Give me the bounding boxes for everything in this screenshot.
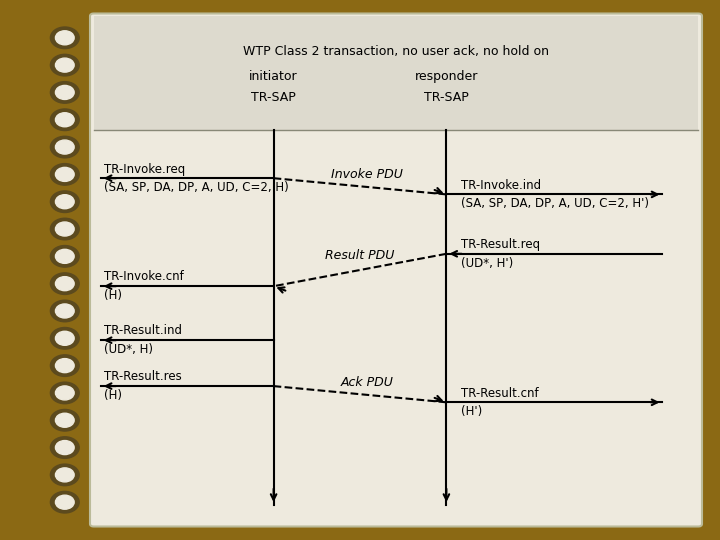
- Circle shape: [50, 491, 79, 513]
- Text: TR-Result.req: TR-Result.req: [461, 238, 540, 251]
- Text: TR-SAP: TR-SAP: [424, 91, 469, 104]
- Circle shape: [55, 331, 74, 345]
- Circle shape: [50, 191, 79, 213]
- Text: (H): (H): [104, 389, 122, 402]
- Text: (SA, SP, DA, DP, A, UD, C=2, H'): (SA, SP, DA, DP, A, UD, C=2, H'): [461, 197, 649, 210]
- Circle shape: [50, 82, 79, 103]
- Circle shape: [55, 495, 74, 509]
- Circle shape: [50, 246, 79, 267]
- Circle shape: [55, 468, 74, 482]
- Text: TR-Result.res: TR-Result.res: [104, 370, 182, 383]
- Text: initiator: initiator: [249, 70, 298, 83]
- Circle shape: [55, 31, 74, 45]
- Circle shape: [55, 140, 74, 154]
- Circle shape: [55, 58, 74, 72]
- Circle shape: [50, 437, 79, 458]
- Text: TR-SAP: TR-SAP: [251, 91, 296, 104]
- Text: (UD*, H'): (UD*, H'): [461, 256, 513, 269]
- Circle shape: [50, 464, 79, 485]
- Circle shape: [50, 27, 79, 49]
- Circle shape: [55, 441, 74, 455]
- Circle shape: [55, 113, 74, 127]
- Text: TR-Result.cnf: TR-Result.cnf: [461, 387, 539, 400]
- Circle shape: [55, 222, 74, 236]
- Circle shape: [50, 355, 79, 376]
- FancyBboxPatch shape: [90, 14, 702, 526]
- Text: responder: responder: [415, 70, 478, 83]
- Text: TR-Invoke.req: TR-Invoke.req: [104, 163, 186, 176]
- Circle shape: [55, 195, 74, 209]
- Text: (H'): (H'): [461, 405, 482, 418]
- Circle shape: [50, 382, 79, 404]
- Text: (H): (H): [104, 289, 122, 302]
- Circle shape: [55, 85, 74, 99]
- Text: (SA, SP, DA, DP, A, UD, C=2, H): (SA, SP, DA, DP, A, UD, C=2, H): [104, 181, 289, 194]
- Circle shape: [50, 300, 79, 322]
- Circle shape: [55, 359, 74, 373]
- Text: TR-Invoke.cnf: TR-Invoke.cnf: [104, 271, 184, 284]
- Text: Ack PDU: Ack PDU: [341, 376, 394, 389]
- Circle shape: [50, 273, 79, 294]
- Circle shape: [50, 327, 79, 349]
- Circle shape: [55, 276, 74, 291]
- Text: Invoke PDU: Invoke PDU: [331, 168, 403, 181]
- Text: TR-Invoke.ind: TR-Invoke.ind: [461, 179, 541, 192]
- Circle shape: [50, 164, 79, 185]
- Circle shape: [50, 218, 79, 240]
- Circle shape: [55, 249, 74, 264]
- Circle shape: [50, 136, 79, 158]
- Text: TR-Result.ind: TR-Result.ind: [104, 325, 182, 338]
- Circle shape: [55, 413, 74, 427]
- Circle shape: [50, 109, 79, 131]
- Circle shape: [55, 167, 74, 181]
- Bar: [94, 16, 698, 130]
- Circle shape: [55, 304, 74, 318]
- Text: WTP Class 2 transaction, no user ack, no hold on: WTP Class 2 transaction, no user ack, no…: [243, 45, 549, 58]
- Circle shape: [50, 409, 79, 431]
- Text: Result PDU: Result PDU: [325, 249, 395, 262]
- Text: (UD*, H): (UD*, H): [104, 343, 153, 356]
- Circle shape: [55, 386, 74, 400]
- Circle shape: [50, 55, 79, 76]
